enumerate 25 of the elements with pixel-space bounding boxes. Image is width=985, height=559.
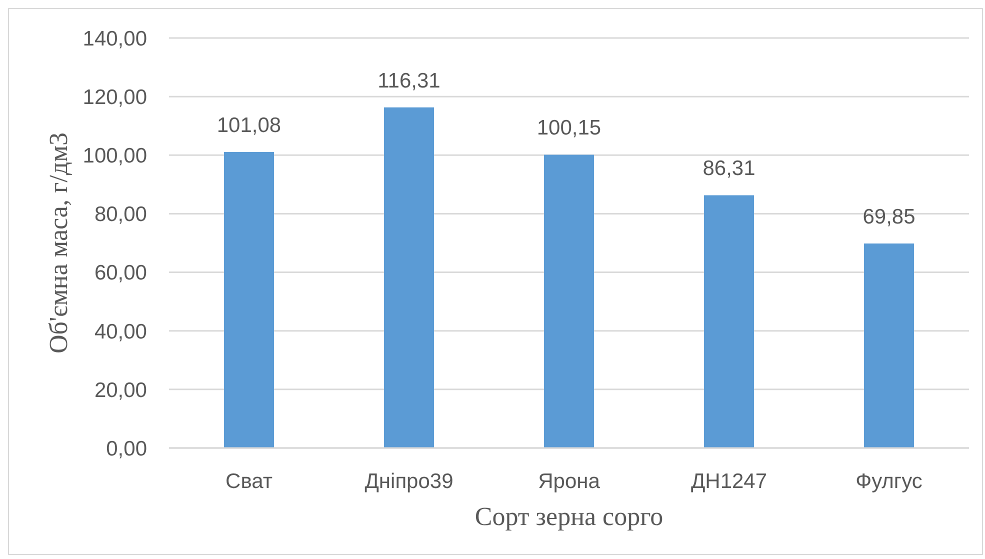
y-axis-title: Об'ємна маса, г/дм3 [44,132,72,354]
y-tick-label: 120,00 [82,86,147,110]
bar [384,107,434,448]
y-tick-label: 0,00 [106,437,147,460]
y-tick-label: 100,00 [82,144,147,168]
bar [544,154,594,448]
x-tick-label: Сват [226,470,273,493]
y-tick-label: 80,00 [94,203,147,226]
x-tick-label: Фулгус [856,470,922,493]
data-label: 69,85 [862,204,916,228]
data-label: 116,31 [378,68,440,92]
x-tick-label: ДН1247 [690,470,768,493]
y-tick-label: 20,00 [94,378,147,402]
x-axis-title: Сорт зерна сорго [474,502,664,530]
x-tick-label: Дніпро39 [364,470,454,493]
y-tick-label: 40,00 [94,320,147,344]
bar [704,195,754,448]
x-tick-label: Ярона [538,470,600,493]
data-label: 86,31 [702,156,756,180]
y-tick-label: 60,00 [94,262,147,285]
bar [864,243,914,448]
data-label: 100,15 [536,116,602,140]
data-label: 101,08 [216,113,282,136]
y-tick-label: 140,00 [82,27,147,50]
bar [224,152,274,448]
